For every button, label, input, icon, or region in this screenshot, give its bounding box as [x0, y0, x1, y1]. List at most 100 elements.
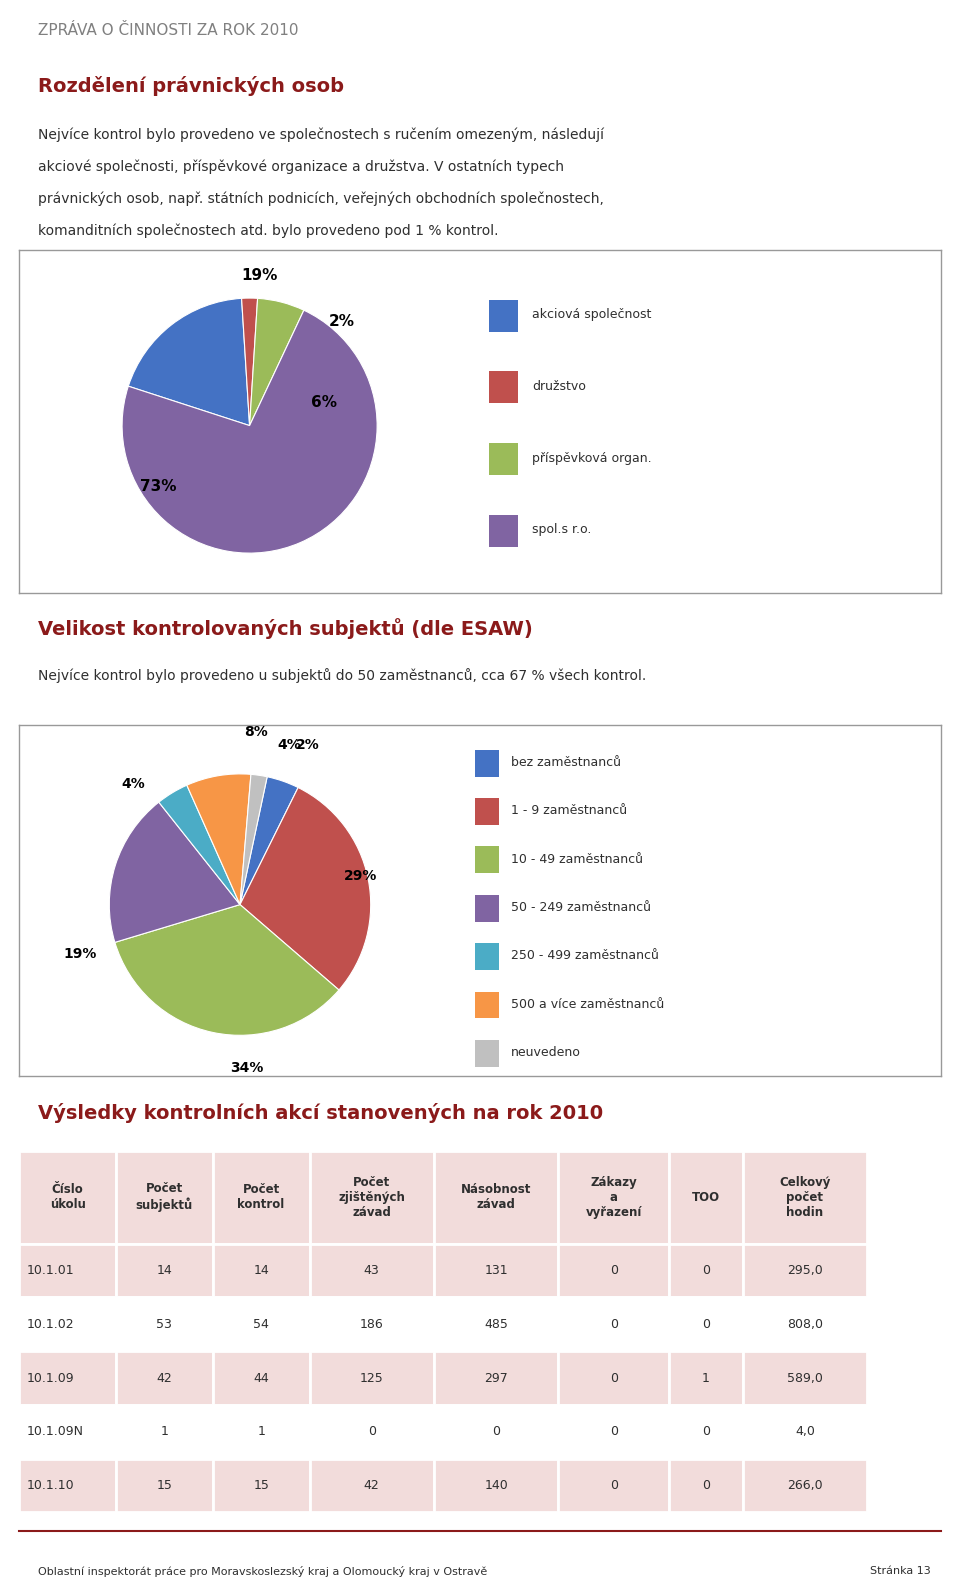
Text: 10.1.09: 10.1.09 — [27, 1371, 74, 1385]
Text: 1: 1 — [702, 1371, 709, 1385]
Bar — [475, 749, 499, 776]
Text: 54: 54 — [253, 1318, 269, 1331]
Text: Násobnost
závad: Násobnost závad — [461, 1183, 531, 1211]
Bar — [743, 1151, 867, 1243]
Bar — [559, 1404, 669, 1459]
Text: 485: 485 — [484, 1318, 508, 1331]
Bar — [213, 1298, 309, 1352]
Text: 1 - 9 zaměstnanců: 1 - 9 zaměstnanců — [511, 805, 627, 818]
Text: akciové společnosti, příspěvkové organizace a družstva. V ostatních typech: akciové společnosti, příspěvkové organiz… — [38, 159, 564, 174]
Text: 43: 43 — [364, 1264, 379, 1277]
Bar — [309, 1459, 434, 1513]
Wedge shape — [115, 905, 339, 1035]
Bar — [19, 1459, 116, 1513]
Text: 15: 15 — [156, 1479, 172, 1492]
Text: 0: 0 — [368, 1425, 375, 1438]
Text: družstvo: družstvo — [532, 379, 586, 392]
Text: 250 - 499 zaměstnanců: 250 - 499 zaměstnanců — [511, 950, 660, 963]
Text: 0: 0 — [702, 1479, 709, 1492]
Text: Počet
zjištěných
závad: Počet zjištěných závad — [338, 1176, 405, 1219]
Text: 1: 1 — [160, 1425, 168, 1438]
Bar — [743, 1298, 867, 1352]
Bar — [213, 1404, 309, 1459]
Text: Počet
subjektů: Počet subjektů — [135, 1183, 193, 1211]
Text: 0: 0 — [702, 1264, 709, 1277]
Bar — [669, 1352, 743, 1404]
Text: 0: 0 — [702, 1318, 709, 1331]
Bar — [309, 1298, 434, 1352]
Text: 34%: 34% — [229, 1062, 263, 1074]
Bar — [669, 1151, 743, 1243]
Wedge shape — [240, 776, 299, 905]
Text: 14: 14 — [156, 1264, 172, 1277]
Bar — [309, 1352, 434, 1404]
Text: 589,0: 589,0 — [787, 1371, 823, 1385]
Bar — [489, 443, 518, 475]
Bar — [559, 1352, 669, 1404]
Bar — [743, 1404, 867, 1459]
Wedge shape — [250, 298, 304, 426]
Bar — [116, 1151, 213, 1243]
Bar — [213, 1243, 309, 1298]
Wedge shape — [129, 298, 250, 426]
Bar — [116, 1243, 213, 1298]
Text: 15: 15 — [253, 1479, 269, 1492]
Wedge shape — [109, 802, 240, 942]
Bar — [309, 1151, 434, 1243]
Text: 186: 186 — [360, 1318, 384, 1331]
Text: Výsledky kontrolních akcí stanovených na rok 2010: Výsledky kontrolních akcí stanovených na… — [38, 1103, 604, 1122]
Text: 10.1.10: 10.1.10 — [27, 1479, 74, 1492]
Bar — [489, 300, 518, 332]
Bar — [475, 799, 499, 824]
Text: 2%: 2% — [328, 314, 354, 328]
Text: 266,0: 266,0 — [787, 1479, 823, 1492]
Bar — [669, 1298, 743, 1352]
Text: 808,0: 808,0 — [787, 1318, 823, 1331]
Text: Stránka 13: Stránka 13 — [871, 1565, 931, 1576]
Text: Číslo
úkolu: Číslo úkolu — [50, 1183, 85, 1211]
Bar — [559, 1243, 669, 1298]
Text: Nejvíce kontrol bylo provedeno u subjektů do 50 zaměstnanců, cca 67 % všech kont: Nejvíce kontrol bylo provedeno u subjekt… — [38, 668, 647, 684]
Bar — [19, 1298, 116, 1352]
Text: bez zaměstnanců: bez zaměstnanců — [511, 756, 621, 768]
Text: 0: 0 — [610, 1371, 617, 1385]
Bar — [19, 1151, 116, 1243]
Bar — [19, 1404, 116, 1459]
Text: Nejvíce kontrol bylo provedeno ve společnostech s ručením omezeným, následují: Nejvíce kontrol bylo provedeno ve společ… — [38, 128, 605, 142]
Bar — [19, 1352, 116, 1404]
Bar — [116, 1352, 213, 1404]
Text: 295,0: 295,0 — [787, 1264, 823, 1277]
Text: neuvedeno: neuvedeno — [511, 1046, 581, 1058]
Text: Celkový
počet
hodin: Celkový počet hodin — [780, 1176, 830, 1219]
Wedge shape — [240, 787, 371, 990]
Wedge shape — [240, 775, 267, 905]
Bar — [743, 1243, 867, 1298]
Text: 10.1.09N: 10.1.09N — [27, 1425, 84, 1438]
Text: 44: 44 — [253, 1371, 269, 1385]
Text: 19%: 19% — [242, 268, 278, 282]
Text: 42: 42 — [156, 1371, 172, 1385]
Bar — [434, 1404, 559, 1459]
Bar — [475, 1039, 499, 1066]
Text: 0: 0 — [702, 1425, 709, 1438]
Bar — [669, 1459, 743, 1513]
Text: 125: 125 — [360, 1371, 384, 1385]
Text: 29%: 29% — [344, 869, 377, 883]
Bar — [213, 1459, 309, 1513]
Bar — [475, 991, 499, 1019]
Bar — [475, 944, 499, 969]
Text: 140: 140 — [484, 1479, 508, 1492]
Text: Oblastní inspektorát práce pro Moravskoslezský kraj a Olomoucký kraj v Ostravě: Oblastní inspektorát práce pro Moravskos… — [38, 1565, 488, 1576]
Text: spol.s r.o.: spol.s r.o. — [532, 523, 591, 536]
Text: TOO: TOO — [692, 1191, 720, 1203]
Text: příspěvková organ.: příspěvková organ. — [532, 451, 652, 464]
Text: 19%: 19% — [64, 947, 97, 961]
Text: 0: 0 — [610, 1318, 617, 1331]
Bar — [743, 1352, 867, 1404]
Text: Rozdělení právnických osob: Rozdělení právnických osob — [38, 77, 345, 96]
Bar — [434, 1459, 559, 1513]
Text: 2%: 2% — [296, 738, 320, 752]
Text: 0: 0 — [610, 1425, 617, 1438]
Bar — [559, 1459, 669, 1513]
Text: Zákazy
a
vyřazení: Zákazy a vyřazení — [586, 1176, 642, 1219]
